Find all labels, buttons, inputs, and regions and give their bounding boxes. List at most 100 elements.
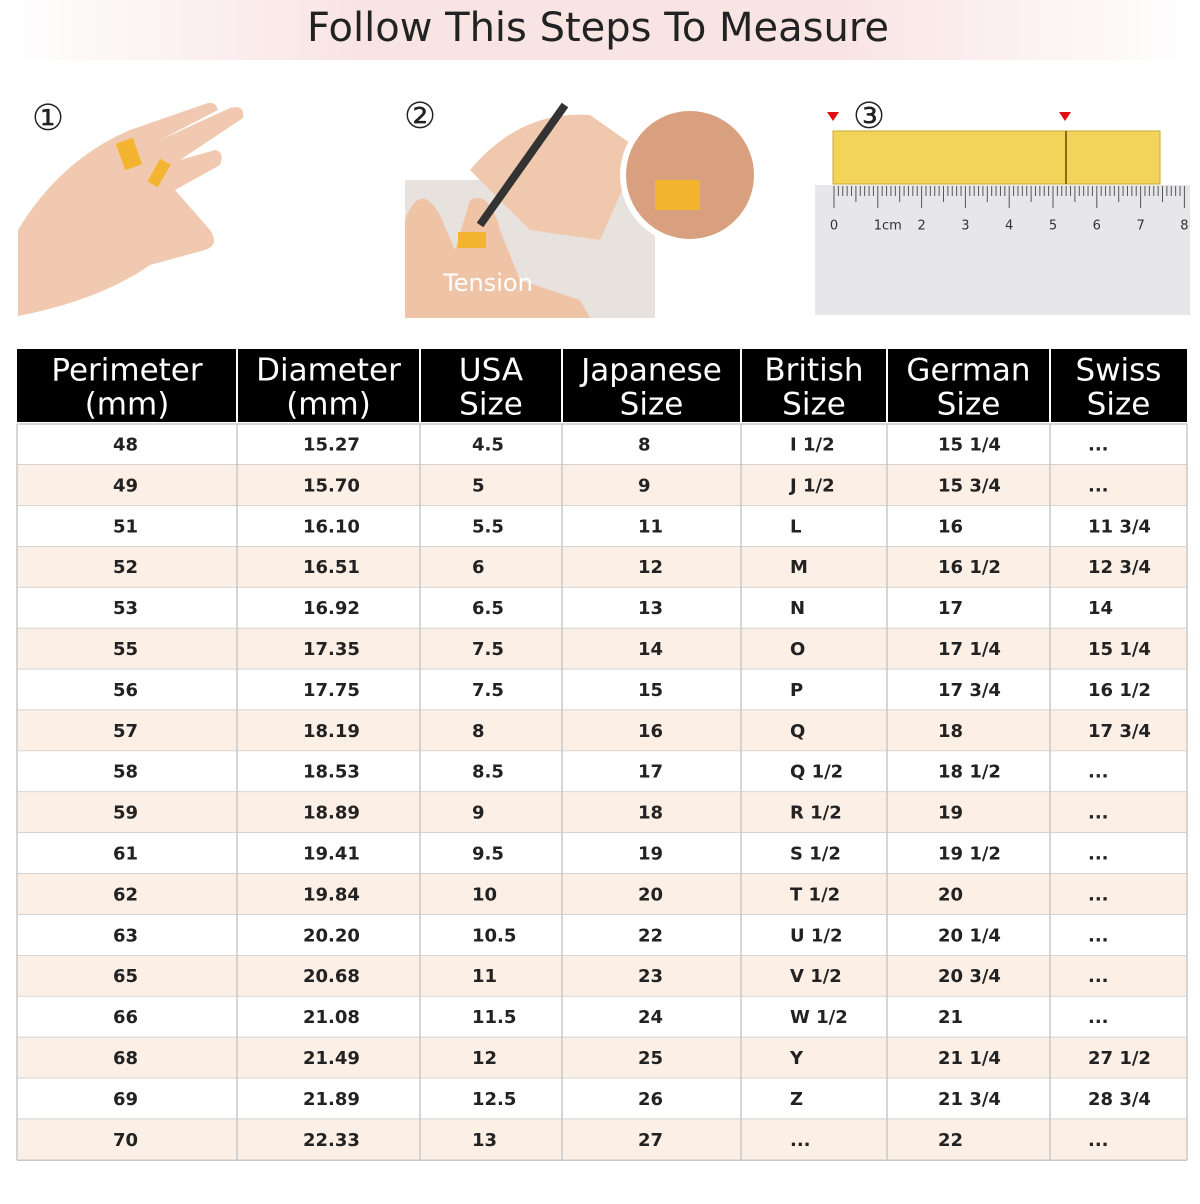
table-cell: 17 1/4 (938, 639, 1001, 660)
table-cell: 9.5 (472, 843, 504, 864)
step-2-illustration (405, 102, 760, 318)
table-cell: 16 1/2 (938, 557, 1001, 578)
table-row (17, 833, 1187, 874)
ruler-label: 6 (1093, 219, 1101, 234)
table-cell: 21.89 (303, 1089, 360, 1110)
table-cell: 7.5 (472, 639, 504, 660)
table-cell: J 1/2 (788, 475, 835, 496)
table-cell: 18 (638, 803, 663, 824)
ruler-label: 7 (1136, 219, 1144, 234)
table-cell: L (790, 516, 801, 537)
ruler-label: 4 (1005, 219, 1013, 234)
table-cell: ... (1088, 803, 1109, 824)
table-cell: 11 (638, 516, 663, 537)
table-cell: 69 (113, 1089, 138, 1110)
column-header: Size (1087, 387, 1151, 423)
table-cell: ... (1088, 966, 1109, 987)
table-cell: 11 3/4 (1088, 516, 1151, 537)
column-header: Diameter (256, 353, 401, 389)
table-row (17, 546, 1187, 588)
table-cell: P (790, 680, 803, 701)
table-cell: 18.89 (303, 803, 360, 824)
table-cell: 5.5 (472, 516, 504, 537)
column-header: Perimeter (51, 353, 203, 389)
table-cell: 15.27 (303, 434, 360, 455)
step-caption: Tension (442, 269, 533, 297)
table-cell: 12 (638, 557, 663, 578)
table-cell: V 1/2 (790, 966, 842, 987)
table-cell: 15 3/4 (938, 475, 1001, 496)
table-cell: Y (789, 1048, 804, 1069)
table-row (17, 505, 1187, 547)
table-cell: ... (1088, 925, 1109, 946)
step-3-illustration (815, 112, 1190, 315)
table-cell: 48 (113, 434, 138, 455)
table-row (17, 669, 1187, 711)
table-cell: 13 (472, 1130, 497, 1151)
table-cell: 62 (113, 884, 138, 905)
table-cell: 9 (638, 475, 651, 496)
table-cell: 7.5 (472, 680, 504, 701)
table-cell: 63 (113, 925, 138, 946)
table-cell: 61 (113, 843, 138, 864)
table-cell: U 1/2 (790, 925, 843, 946)
table-cell: 21.49 (303, 1048, 360, 1069)
table-cell: 8.5 (472, 762, 504, 783)
column-header: Size (459, 387, 523, 423)
table-row (17, 751, 1187, 793)
ruler-label: 1cm (874, 219, 902, 234)
table-cell: 56 (113, 680, 138, 701)
ruler-label: 0 (830, 219, 838, 234)
table-cell: 51 (113, 516, 138, 537)
table-row (17, 628, 1187, 670)
table-row (17, 587, 1187, 629)
column-header: USA (459, 353, 523, 389)
table-cell: 25 (638, 1048, 663, 1069)
table-cell: 49 (113, 475, 138, 496)
table-cell: 20 (938, 884, 963, 905)
table-cell: ... (1088, 843, 1109, 864)
table-cell: 10.5 (472, 925, 516, 946)
table-cell: 17 (638, 762, 663, 783)
table-cell: 23 (638, 966, 663, 987)
table-cell: ... (1088, 434, 1109, 455)
step-number: ② (404, 96, 436, 137)
table-cell: 10 (472, 884, 497, 905)
table-cell: 55 (113, 639, 138, 660)
column-header: German (906, 353, 1030, 389)
table-cell: 18.19 (303, 721, 360, 742)
table-header-bg (17, 349, 1187, 422)
table-cell: 27 1/2 (1088, 1048, 1151, 1069)
table-cell: 14 (1088, 598, 1113, 619)
table-cell: 6.5 (472, 598, 504, 619)
table-cell: 17 (938, 598, 963, 619)
table-cell: 53 (113, 598, 138, 619)
table-cell: 16.10 (303, 516, 360, 537)
table-row (17, 792, 1187, 833)
table-cell: 12 (472, 1048, 497, 1069)
column-header: Japanese (579, 353, 722, 389)
table-cell: 12.5 (472, 1089, 516, 1110)
table-cell: 12 3/4 (1088, 557, 1151, 578)
table-cell: 66 (113, 1007, 138, 1028)
table-cell: Q (790, 721, 805, 742)
table-cell: Q 1/2 (790, 762, 843, 783)
table-row (17, 1037, 1187, 1079)
table-cell: ... (1088, 475, 1109, 496)
table-cell: 11.5 (472, 1007, 516, 1028)
table-row (17, 710, 1187, 752)
table-cell: O (790, 639, 805, 660)
table-cell: 16 (938, 516, 963, 537)
table-cell: 27 (638, 1130, 663, 1151)
table-cell: S 1/2 (790, 843, 841, 864)
table-cell: 15.70 (303, 475, 360, 496)
table-row (17, 424, 1187, 465)
table-cell: 16 (638, 721, 663, 742)
table-cell: 21.08 (303, 1007, 360, 1028)
table-cell: 5 (472, 475, 485, 496)
table-cell: 65 (113, 966, 138, 987)
table-cell: 13 (638, 598, 663, 619)
table-cell: 17.75 (303, 680, 360, 701)
